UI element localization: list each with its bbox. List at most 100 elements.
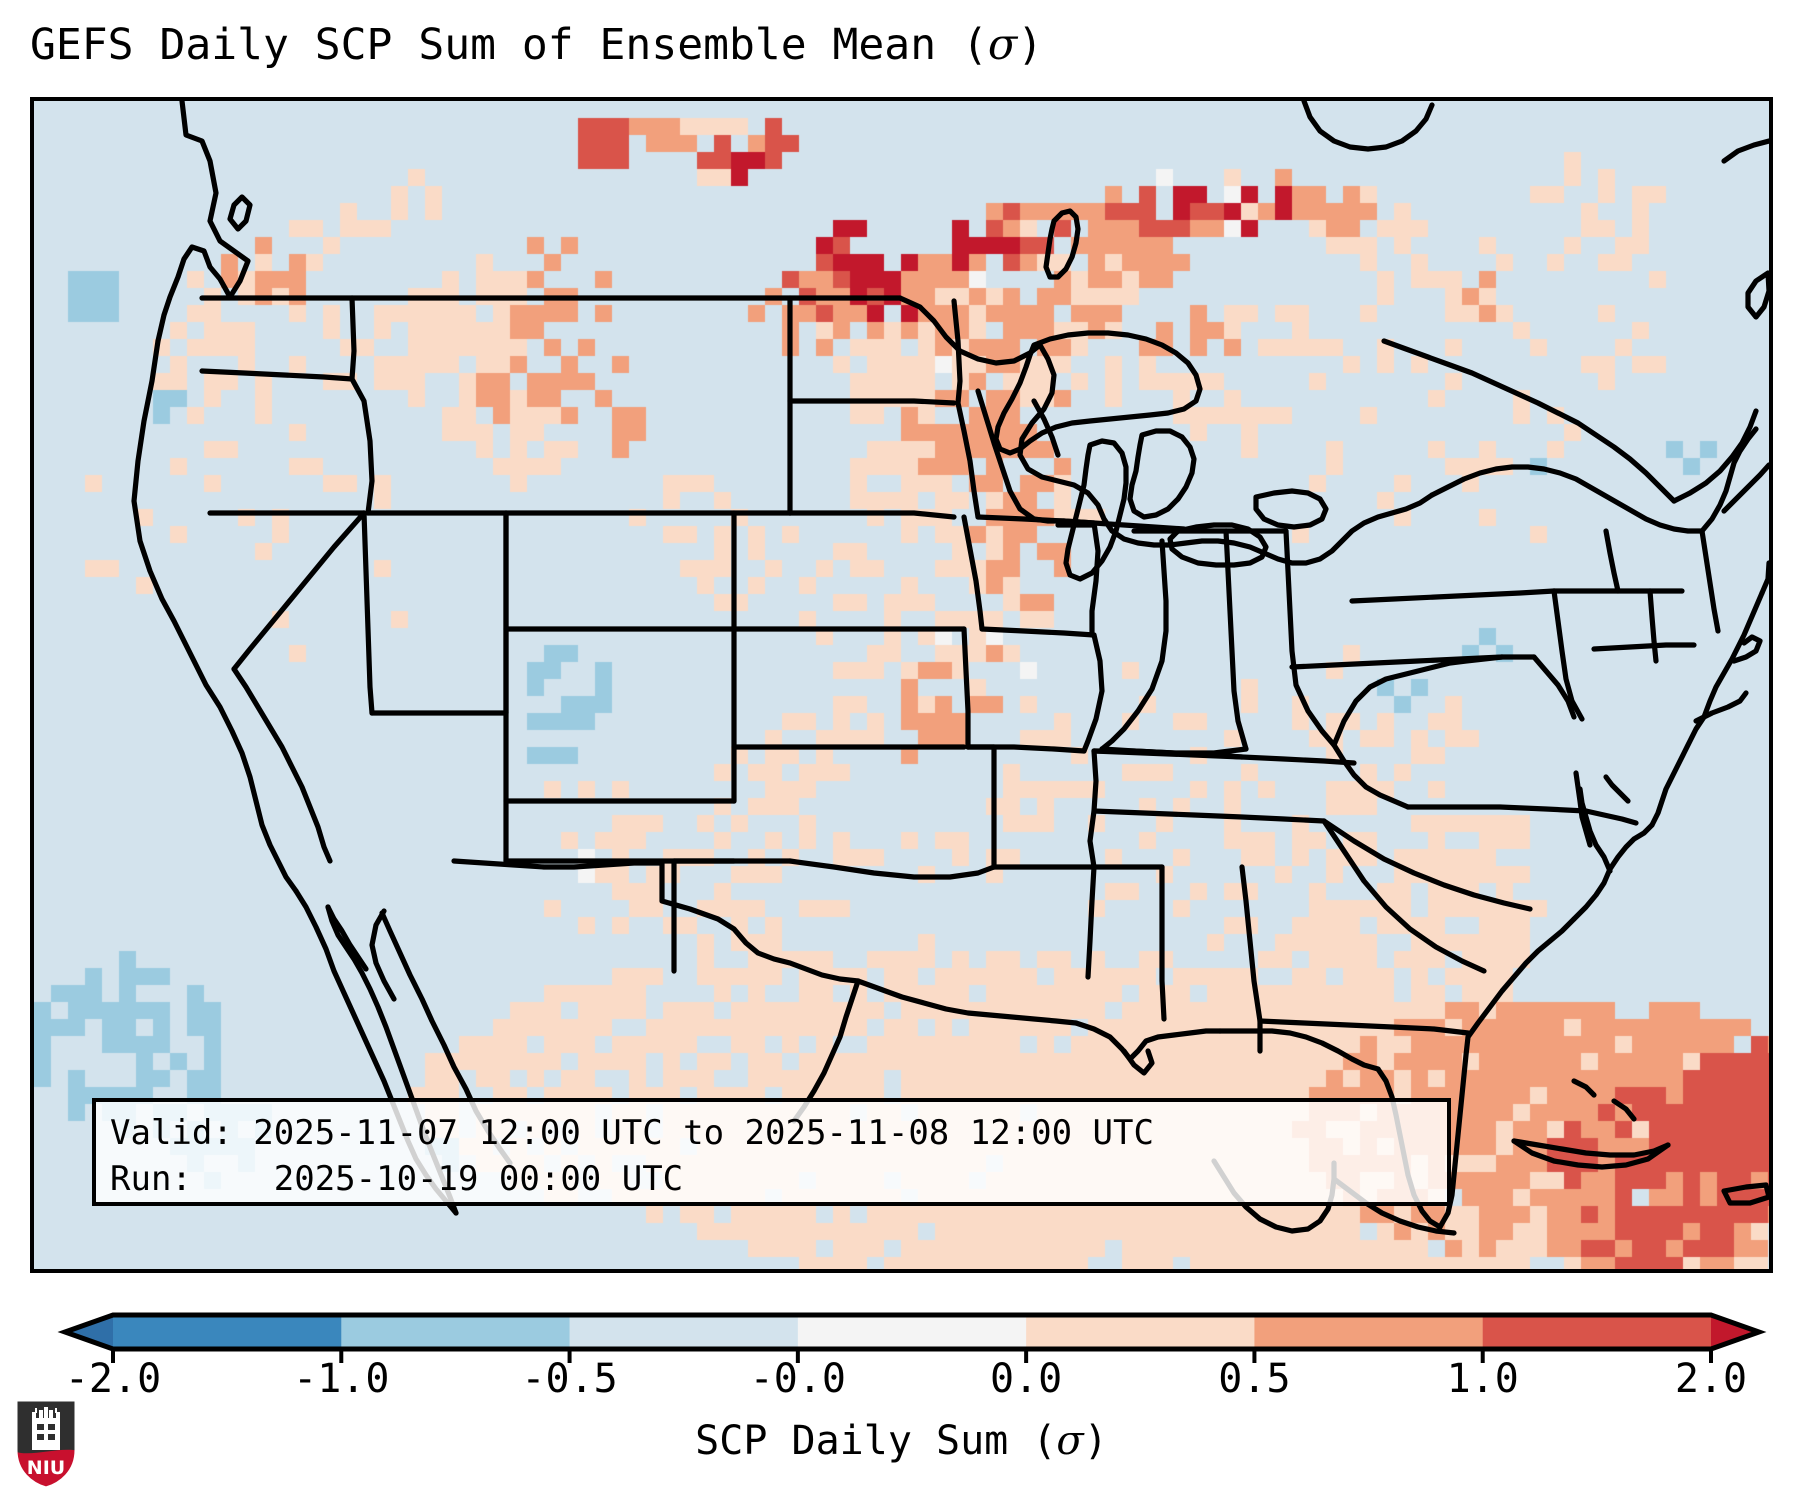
border-nc-sc bbox=[1321, 818, 1533, 912]
border-tx-la bbox=[1085, 864, 1097, 980]
border-vt-nh bbox=[1603, 528, 1621, 594]
border-me-nh bbox=[1699, 528, 1721, 634]
border-mo-il bbox=[1081, 632, 1105, 754]
title-sigma-symbol: σ bbox=[987, 20, 1018, 70]
border-sc-ga bbox=[1321, 818, 1487, 974]
border-ok-tx-red bbox=[787, 858, 997, 880]
border-nc-va-coast bbox=[1583, 808, 1639, 826]
colorbar-tick-label-1: -1.0 bbox=[293, 1356, 390, 1402]
colorbar-extend-max bbox=[1711, 1315, 1759, 1349]
coastline-mid-atlantic bbox=[1649, 714, 1707, 828]
border-nd-sd bbox=[787, 398, 957, 406]
title-text-suffix: ) bbox=[1017, 20, 1044, 70]
border-ia-mo bbox=[979, 626, 1097, 638]
coastline-bahamas-2 bbox=[1611, 1098, 1637, 1122]
coastline-cuba-south bbox=[1511, 1138, 1671, 1170]
colorbar-extend-min bbox=[65, 1315, 113, 1349]
border-ca-nv-diag bbox=[231, 510, 367, 672]
lake-superior bbox=[993, 330, 1203, 456]
coastline-louisiana bbox=[1073, 1020, 1223, 1062]
niu-logo: NIU bbox=[14, 1398, 78, 1490]
border-ca-az bbox=[231, 666, 333, 864]
border-wa-or bbox=[199, 368, 355, 382]
border-ma-ct-ri bbox=[1647, 588, 1659, 664]
border-wv-va bbox=[1331, 654, 1505, 748]
lake-ontario bbox=[1253, 488, 1329, 530]
border-pa-nj-ny bbox=[1551, 588, 1585, 722]
border-nv-ut-az bbox=[361, 510, 375, 716]
border-wi-il bbox=[1061, 518, 1187, 532]
border-ga-fl bbox=[1257, 1018, 1471, 1036]
coastline-maine bbox=[1759, 560, 1769, 596]
colorbar-tick-label-0: -2.0 bbox=[64, 1356, 162, 1402]
border-in-oh bbox=[1223, 528, 1249, 752]
coastline-nova-scotia bbox=[1721, 462, 1769, 514]
colorbar-tick-label-3: -0.0 bbox=[749, 1356, 847, 1402]
logo-castle-icon bbox=[32, 1407, 60, 1450]
border-ky-wv-va bbox=[1331, 742, 1411, 810]
run-time-line: Run: 2025-10-19 00:00 UTC bbox=[110, 1159, 684, 1199]
page-title: GEFS Daily SCP Sum of Ensemble Mean (σ) bbox=[30, 14, 1770, 76]
cbar-label-suffix: ) bbox=[1083, 1418, 1108, 1464]
border-us-canada-great-lakes bbox=[1017, 342, 1435, 566]
border-nd-mn bbox=[951, 298, 981, 520]
coastline-mexico-channel bbox=[369, 908, 397, 1002]
lake-winnipeg bbox=[1043, 208, 1081, 280]
coastline-cuba bbox=[1511, 1138, 1671, 1158]
colorbar-axis-label: SCP Daily Sum (σ) bbox=[0, 1414, 1803, 1468]
lake-huron bbox=[1127, 428, 1197, 520]
coastline-gaspe bbox=[1671, 408, 1759, 504]
coastline-delaware-bay bbox=[1603, 774, 1631, 804]
border-il-in bbox=[1099, 538, 1169, 752]
lake-erie bbox=[1167, 522, 1269, 568]
cbar-label-prefix: SCP Daily Sum ( bbox=[695, 1418, 1057, 1464]
border-us-canada-boundary-waters bbox=[897, 295, 1043, 366]
colorbar-bin-4 bbox=[1026, 1315, 1256, 1349]
border-ne-ia-mo bbox=[961, 514, 985, 632]
border-sd-ne bbox=[787, 510, 957, 520]
colorbar-bin-5 bbox=[1254, 1315, 1484, 1349]
border-ks-mo bbox=[961, 626, 971, 750]
title-text-prefix: GEFS Daily SCP Sum of Ensemble Mean ( bbox=[30, 20, 988, 70]
valid-time-line: Valid: 2025-11-07 12:00 UTC to 2025-11-0… bbox=[110, 1113, 1154, 1153]
border-nm-tx bbox=[503, 858, 677, 974]
colorbar-bin-1 bbox=[341, 1315, 571, 1349]
border-us-mexico bbox=[451, 858, 861, 984]
border-ct-ny bbox=[1591, 642, 1697, 652]
cbar-label-sigma-symbol: σ bbox=[1056, 1418, 1084, 1464]
coastline-hispaniola bbox=[1721, 1182, 1769, 1206]
border-pa-ny bbox=[1349, 588, 1557, 604]
coastline-california bbox=[131, 338, 299, 894]
logo-castle-windows bbox=[37, 1424, 55, 1440]
colorbar-tick-labels: -2.0 -1.0 -0.5 -0.0 0.0 0.5 1.0 2.0 bbox=[0, 1355, 1803, 1405]
coastline-georgia-carolina bbox=[1465, 916, 1577, 1040]
coastline-new-england bbox=[1701, 590, 1765, 720]
colorbar-tick-label-5: 0.5 bbox=[1218, 1356, 1291, 1402]
colorbar-tick-label-4: 0.0 bbox=[990, 1356, 1063, 1402]
coastline-newfoundland bbox=[1745, 270, 1769, 320]
border-us-canada-ny-vt-nh-me bbox=[1429, 464, 1705, 534]
coastline-st-lawrence bbox=[1381, 338, 1677, 504]
map-axes: Valid: 2025-11-07 12:00 UTC to 2025-11-0… bbox=[30, 97, 1773, 1273]
border-in-ky bbox=[1099, 746, 1249, 756]
coastline-bahamas-1 bbox=[1571, 1078, 1597, 1098]
border-us-canada-maine-ne bbox=[1699, 426, 1759, 534]
colorbar-bin-2 bbox=[569, 1315, 799, 1349]
border-mn-wi bbox=[975, 388, 1067, 524]
border-tn-al-ga bbox=[1091, 808, 1327, 824]
logo-text: NIU bbox=[27, 1457, 65, 1479]
border-ms-al bbox=[1159, 864, 1167, 1022]
coastline-louisiana-delta bbox=[1121, 1048, 1155, 1076]
coastline-gulf-california bbox=[325, 904, 369, 972]
colorbar-bin-3 bbox=[797, 1315, 1027, 1349]
coastline-labrador bbox=[1721, 138, 1769, 164]
coastline-mississippi-alabama-florida-panhandle bbox=[1217, 1028, 1381, 1072]
map-plot-area bbox=[34, 101, 1769, 1269]
coastline-texas-gulf bbox=[855, 978, 1079, 1026]
coastline-hudson-bay-south bbox=[1301, 101, 1435, 152]
border-md-de-va bbox=[1531, 654, 1577, 720]
colorbar bbox=[0, 1306, 1803, 1366]
coastline-puget-sound bbox=[227, 194, 253, 232]
coastline-pacific-northwest bbox=[155, 101, 251, 344]
border-va-nc bbox=[1405, 804, 1589, 814]
